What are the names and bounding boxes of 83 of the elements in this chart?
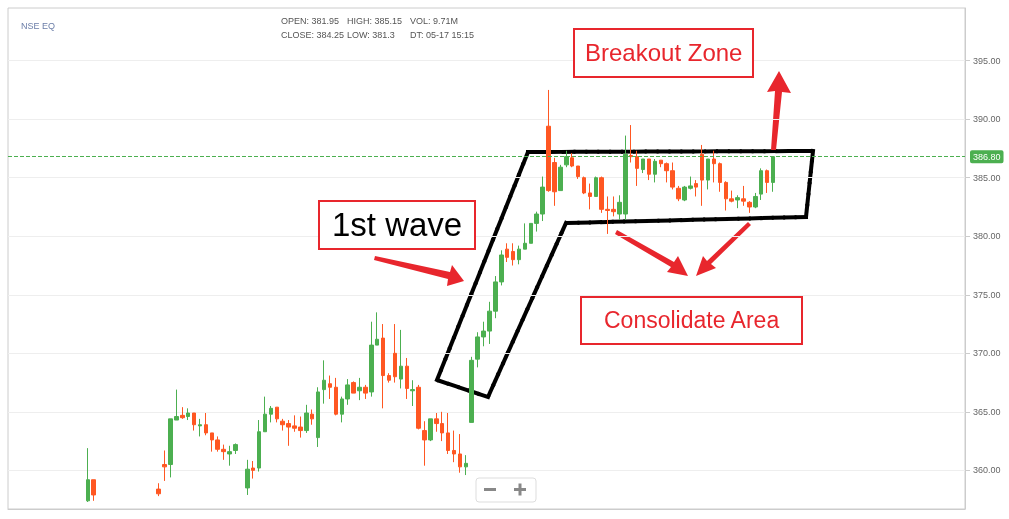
y-tick-label: 360.00 bbox=[973, 465, 1001, 476]
candlestick bbox=[523, 222, 527, 250]
candlestick bbox=[381, 323, 385, 409]
annotation: CLOSE: 384.25 bbox=[281, 30, 345, 40]
candlestick bbox=[629, 124, 633, 164]
candlestick bbox=[304, 404, 309, 434]
candlestick bbox=[428, 418, 433, 442]
candlestick bbox=[399, 329, 403, 389]
candlestick bbox=[269, 405, 273, 423]
text: NSE EQ bbox=[21, 20, 56, 31]
candlestick bbox=[198, 418, 202, 437]
candlestick bbox=[251, 460, 255, 480]
candlestick bbox=[180, 406, 185, 420]
candlestick bbox=[387, 372, 391, 384]
candlestick bbox=[416, 384, 421, 430]
candlestick bbox=[351, 380, 356, 394]
candlestick bbox=[204, 412, 208, 436]
candlestick bbox=[263, 396, 267, 433]
candlestick bbox=[162, 449, 167, 482]
candlestick bbox=[570, 152, 574, 168]
candlestick bbox=[334, 377, 338, 416]
candlestick bbox=[422, 420, 427, 467]
annotation: OPEN: 381.95 bbox=[281, 16, 340, 26]
candlestick bbox=[635, 150, 639, 187]
candlestick bbox=[410, 379, 415, 407]
candlestick bbox=[275, 406, 279, 423]
candlestick bbox=[735, 194, 740, 209]
candlestick bbox=[316, 386, 320, 448]
annotation: 1st wave bbox=[318, 200, 477, 250]
candlestick bbox=[464, 454, 468, 476]
candlestick bbox=[694, 179, 698, 197]
candlestick bbox=[741, 185, 746, 207]
candlestick bbox=[511, 242, 515, 267]
candlestick bbox=[712, 150, 716, 183]
candlestick bbox=[363, 384, 368, 400]
candlestick bbox=[192, 412, 196, 432]
annotation: DT: 05-17 15:15 bbox=[410, 30, 475, 40]
candlestick bbox=[328, 375, 332, 400]
candlestick bbox=[718, 162, 722, 193]
y-tick-label: 385.00 bbox=[973, 172, 1001, 183]
candlestick bbox=[588, 183, 592, 210]
candlestick bbox=[405, 357, 409, 400]
y-tick-label: 370.00 bbox=[973, 348, 1001, 359]
candlestick bbox=[91, 479, 96, 502]
candlestick bbox=[186, 407, 190, 421]
candlestick bbox=[653, 158, 657, 183]
candlestick bbox=[257, 419, 261, 473]
candlestick bbox=[765, 169, 769, 194]
candlestick bbox=[576, 165, 580, 180]
candlestick bbox=[558, 164, 563, 192]
candlestick bbox=[747, 200, 752, 214]
candlestick bbox=[759, 167, 763, 201]
candlestick bbox=[517, 245, 521, 265]
candlestick bbox=[245, 459, 250, 496]
y-tick-label: 390.00 bbox=[973, 114, 1001, 125]
candlestick bbox=[233, 442, 238, 455]
candlestick bbox=[505, 242, 509, 263]
annotation: Consolidate Area bbox=[580, 296, 804, 345]
candlestick bbox=[322, 359, 326, 405]
candlestick bbox=[227, 445, 232, 467]
candlestick bbox=[753, 192, 758, 209]
y-tick-label: 375.00 bbox=[973, 289, 1001, 300]
candlestick bbox=[676, 185, 681, 202]
candlestick bbox=[458, 433, 462, 474]
candlestick bbox=[594, 176, 598, 197]
candlestick bbox=[452, 430, 456, 463]
annotation: HIGH: 385.15 bbox=[347, 16, 403, 26]
y-tick-label: 380.00 bbox=[973, 231, 1001, 242]
candlestick bbox=[446, 412, 450, 455]
annotation: Breakout Zone bbox=[573, 28, 755, 78]
annotation: VOL: 9.71M bbox=[410, 16, 459, 26]
y-tick-label: 395.00 bbox=[973, 55, 1001, 66]
annotation: LOW: 381.3 bbox=[347, 30, 395, 40]
candlestick bbox=[156, 482, 161, 497]
candlestick bbox=[582, 176, 586, 195]
candlestick bbox=[393, 323, 397, 384]
y-tick-label: 365.00 bbox=[973, 406, 1001, 417]
candlestick bbox=[310, 409, 314, 426]
ref-line-label: 386.80 bbox=[973, 151, 1001, 162]
candlestick bbox=[700, 144, 704, 207]
candlestick bbox=[357, 377, 362, 401]
candlestick bbox=[647, 158, 651, 181]
candlestick bbox=[86, 447, 90, 503]
